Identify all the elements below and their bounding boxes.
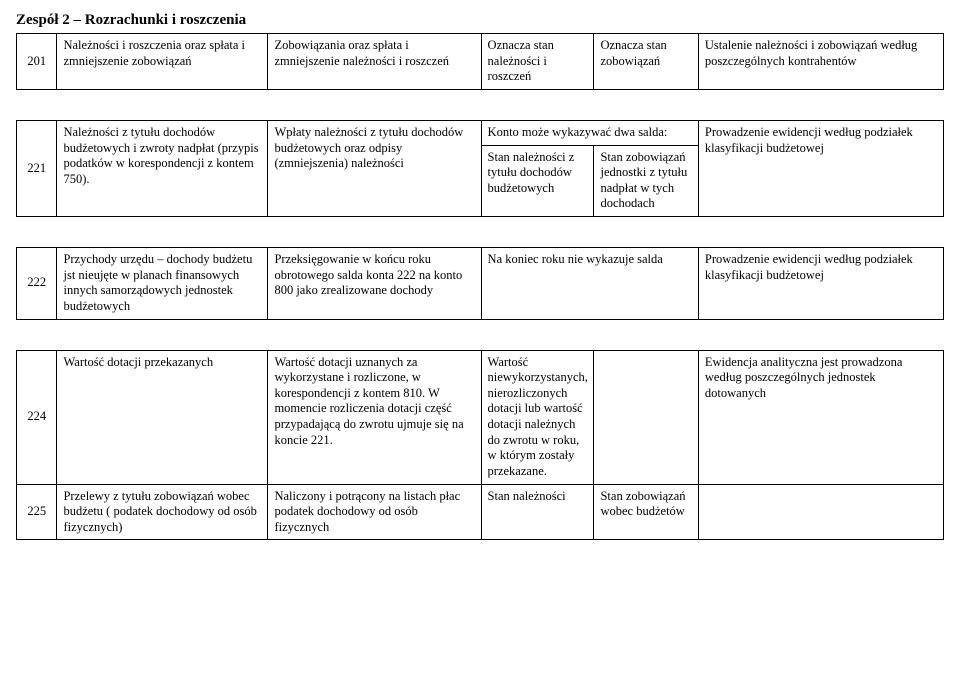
cell: Naliczony i potrącony na listach płac po… [268, 484, 481, 540]
row-number: 221 [17, 120, 57, 216]
cell: Przelewy z tytułu zobowiązań wobec budże… [57, 484, 268, 540]
cell [594, 350, 698, 484]
row-number: 224 [17, 350, 57, 484]
cell: Przychody urzędu – dochody budżetu jst n… [57, 248, 268, 320]
cell: Wartość dotacji uznanych za wykorzystane… [268, 350, 481, 484]
cell: Stan zobowiązań wobec budżetów [594, 484, 698, 540]
table-row: 224 Wartość dotacji przekazanych Wartość… [17, 350, 944, 484]
cell: Oznacza stan zobowiązań [594, 34, 698, 90]
cell: Stan należności z tytułu dochodów budżet… [481, 145, 594, 217]
section-title: Zespół 2 – Rozrachunki i roszczenia [16, 12, 944, 29]
table-row: 201 Należności i roszczenia oraz spłata … [17, 34, 944, 90]
table-row: 225 Przelewy z tytułu zobowiązań wobec b… [17, 484, 944, 540]
cell: Prowadzenie ewidencji według podziałek k… [698, 120, 943, 216]
spacer-row [17, 319, 944, 350]
cell: Oznacza stan należności i roszczeń [481, 34, 594, 90]
cell: Prowadzenie ewidencji według podziałek k… [698, 248, 943, 320]
spacer-row [17, 217, 944, 248]
cell: Należności z tytułu dochodów budżetowych… [57, 120, 268, 216]
cell: Konto może wykazywać dwa salda: [481, 120, 698, 145]
cell: Należności i roszczenia oraz spłata i zm… [57, 34, 268, 90]
spacer-row [17, 89, 944, 120]
cell: Zobowiązania oraz spłata i zmniejszenie … [268, 34, 481, 90]
cell: Ewidencja analityczna jest prowadzona we… [698, 350, 943, 484]
row-number: 201 [17, 34, 57, 90]
cell: Wartość niewykorzystanych, nierozliczony… [481, 350, 594, 484]
cell: Stan zobowiązań jednostki z tytułu nadpł… [594, 145, 698, 217]
cell [698, 484, 943, 540]
cell: Ustalenie należności i zobowiązań według… [698, 34, 943, 90]
cell: Na koniec roku nie wykazuje salda [481, 248, 698, 320]
accounts-table: 201 Należności i roszczenia oraz spłata … [16, 33, 944, 540]
row-number: 225 [17, 484, 57, 540]
cell: Wartość dotacji przekazanych [57, 350, 268, 484]
row-number: 222 [17, 248, 57, 320]
cell: Stan należności [481, 484, 594, 540]
table-row: 222 Przychody urzędu – dochody budżetu j… [17, 248, 944, 320]
cell: Wpłaty należności z tytułu dochodów budż… [268, 120, 481, 216]
cell: Przeksięgowanie w końcu roku obrotowego … [268, 248, 481, 320]
table-row: 221 Należności z tytułu dochodów budżeto… [17, 120, 944, 145]
